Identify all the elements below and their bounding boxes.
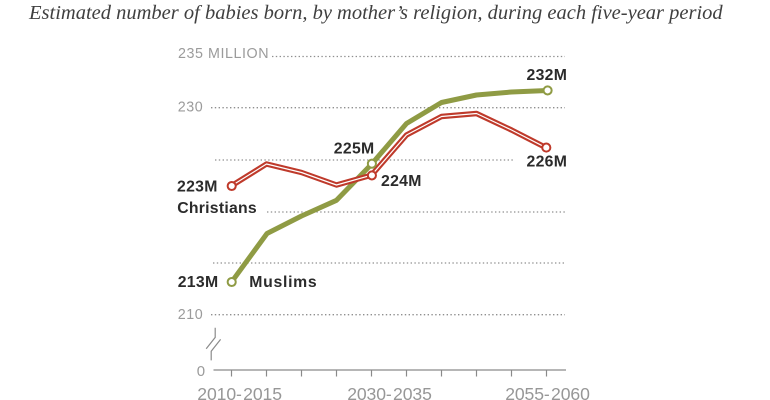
svg-text:225M: 225M — [334, 140, 375, 157]
svg-text:0: 0 — [197, 363, 206, 380]
svg-text:223M: 223M — [177, 178, 218, 195]
svg-text:Estimated number of babies bor: Estimated number of babies born, by moth… — [28, 2, 723, 24]
svg-text:Christians: Christians — [177, 200, 257, 217]
svg-text:2030- 2035: 2030- 2035 — [347, 384, 432, 400]
svg-text:Muslims: Muslims — [249, 274, 317, 291]
svg-text:224M: 224M — [381, 173, 422, 190]
svg-text:213M: 213M — [178, 274, 219, 291]
svg-text:2010- 2015: 2010- 2015 — [197, 384, 282, 400]
svg-text:235 MILLION: 235 MILLION — [178, 46, 269, 62]
svg-text:226M: 226M — [527, 153, 568, 170]
svg-text:232M: 232M — [527, 67, 568, 84]
svg-text:2055- 2060: 2055- 2060 — [505, 384, 590, 400]
svg-text:210: 210 — [178, 307, 204, 323]
svg-text:230: 230 — [178, 100, 204, 116]
